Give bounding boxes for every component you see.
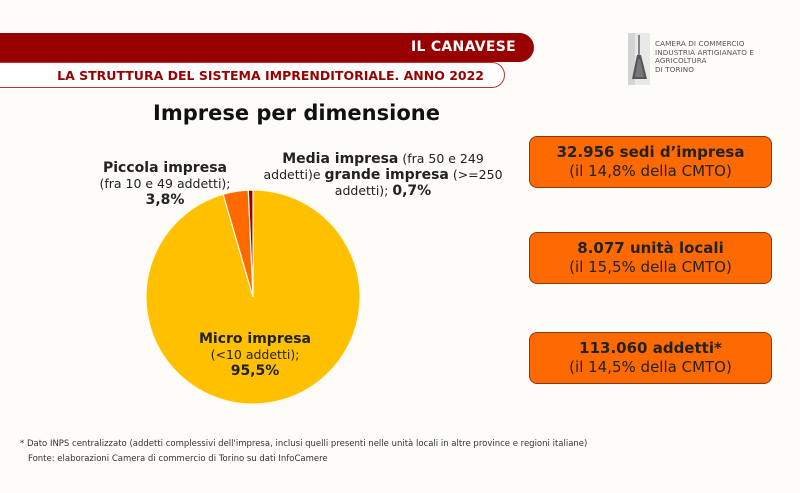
logo-line-1: CAMERA DI COMMERCIO — [655, 39, 745, 48]
media-desc-2: addetti)e — [263, 167, 325, 182]
piccola-desc: (fra 10 e 49 addetti); — [99, 176, 231, 191]
chart-title: Imprese per dimensione — [153, 101, 440, 125]
kpi-unita-locali: 8.077 unità locali (il 15,5% della CMTO) — [529, 232, 772, 284]
footnote-inps: * Dato INPS centralizzato (addetti compl… — [20, 439, 588, 449]
kpi-share: (il 14,5% della CMTO) — [569, 358, 732, 376]
label-media-grande: Media impresa (fra 50 e 249 addetti)e gr… — [258, 151, 508, 199]
kpi-share: (il 15,5% della CMTO) — [569, 258, 732, 276]
logo-line-2: INDUSTRIA ARTIGIANATO E AGRICOLTURA — [655, 47, 754, 65]
region-title: IL CANAVESE — [410, 39, 516, 55]
kpi-value: 8.077 unità locali — [577, 239, 724, 257]
piccola-name: Piccola impresa — [103, 160, 227, 176]
grande-desc-2: addetti); — [334, 183, 393, 198]
slice-media-grande — [247, 189, 254, 298]
mole-antonelliana-icon — [628, 33, 650, 85]
media-desc: (fra 50 e 249 — [398, 151, 484, 166]
grande-name: grande impresa — [324, 167, 449, 183]
kpi-value: 113.060 addetti* — [579, 339, 722, 357]
page-subtitle: LA STRUTTURA DEL SISTEMA IMPRENDITORIALE… — [57, 68, 484, 83]
grande-desc: (>=250 — [448, 167, 503, 182]
source-note: Fonte: elaborazioni Camera di commercio … — [28, 454, 328, 464]
piccola-value: 3,8% — [145, 192, 185, 208]
micro-name: Micro impresa — [198, 331, 311, 347]
kpi-addetti: 113.060 addetti* (il 14,5% della CMTO) — [529, 332, 772, 384]
media-grande-value: 0,7% — [392, 183, 432, 199]
kpi-share: (il 14,8% della CMTO) — [569, 162, 732, 180]
micro-desc: (<10 addetti); — [210, 347, 300, 362]
chamber-logo: CAMERA DI COMMERCIO INDUSTRIA ARTIGIANAT… — [628, 33, 798, 85]
media-name: Media impresa — [282, 151, 399, 167]
region-header-bar: IL CANAVESE — [0, 33, 534, 62]
kpi-sedi-impresa: 32.956 sedi d’impresa (il 14,8% della CM… — [529, 136, 772, 188]
subtitle-bar: LA STRUTTURA DEL SISTEMA IMPRENDITORIALE… — [0, 62, 505, 88]
label-piccola: Piccola impresa (fra 10 e 49 addetti); 3… — [80, 160, 250, 208]
kpi-value: 32.956 sedi d’impresa — [556, 143, 745, 161]
logo-line-3: DI TORINO — [655, 64, 695, 74]
label-micro: Micro impresa (<10 addetti); 95,5% — [170, 331, 340, 379]
micro-value: 95,5% — [230, 363, 280, 379]
